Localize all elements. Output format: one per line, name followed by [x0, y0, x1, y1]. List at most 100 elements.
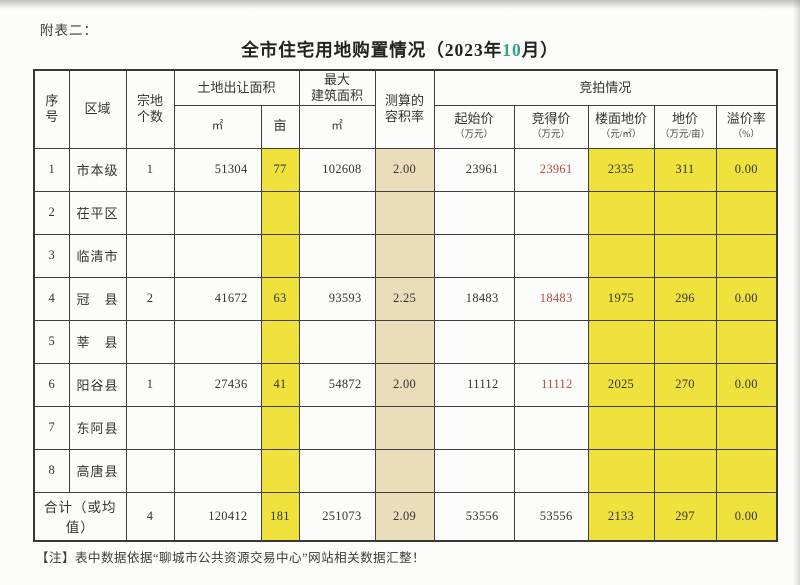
cell-floor-price: 1975: [587, 276, 655, 321]
cell-seq: 2: [33, 190, 70, 235]
cell-total-label: 合计（或均值）: [33, 491, 127, 542]
cell-building-area: [298, 319, 376, 364]
cell-parcel-count: [125, 448, 175, 493]
cell-win-price: 53556: [513, 491, 589, 542]
cell-area-sqm: 120412: [173, 491, 262, 542]
cell-premium-rate: [715, 233, 778, 278]
cell-floor-price: 2133: [587, 491, 655, 542]
cell-plot-ratio: 2.09: [374, 491, 435, 542]
title-prefix: 全市住宅用地购置情况（2023年: [241, 40, 503, 60]
cell-land-price: 270: [653, 362, 717, 407]
col-header-plot-ratio: 测算的 容积率: [374, 69, 435, 149]
cell-land-price: [653, 233, 717, 278]
cell-start-price: [433, 233, 515, 278]
cell-land-price: 311: [653, 147, 717, 192]
cell-region: 市本级: [68, 147, 127, 192]
table-row: 1 市本级 1 51304 77 102608 2.00 23961 23961 2335 311 0…: [33, 147, 778, 192]
cell-area-sqm: [173, 319, 262, 364]
cell-premium-rate: 0.00: [715, 491, 778, 542]
cell-floor-price: 2335: [587, 147, 655, 192]
cell-area-sqm: 41672: [173, 276, 262, 321]
cell-seq: 3: [33, 233, 70, 278]
cell-building-area: 251073: [298, 491, 376, 542]
cell-start-price: [433, 319, 515, 364]
cell-area-mu: 63: [260, 276, 300, 321]
cell-region: 冠 县: [68, 276, 127, 321]
cell-seq: 8: [33, 448, 70, 493]
cell-plot-ratio: [374, 448, 435, 493]
cell-start-price: 53556: [433, 491, 515, 542]
cell-start-price: [433, 448, 515, 493]
col-header-max-building-area: 最大 建筑面积: [298, 69, 376, 106]
cell-area-mu: [260, 448, 300, 493]
cell-area-mu: [260, 190, 300, 235]
col-header-win-price: 竞得价 （万元）: [513, 104, 589, 149]
cell-building-area: [298, 190, 376, 235]
cell-start-price: 18483: [433, 276, 515, 321]
cell-plot-ratio: [374, 405, 435, 450]
cell-area-mu: [260, 319, 300, 364]
title-month: 10: [502, 40, 522, 60]
cell-plot-ratio: [374, 319, 435, 364]
cell-building-area: [298, 233, 376, 278]
table-row: 2 茌平区: [33, 190, 778, 235]
cell-premium-rate: 0.00: [715, 147, 778, 192]
col-header-floor-price: 楼面地价 （元/㎡）: [587, 104, 655, 149]
cell-parcel-count: 4: [125, 491, 175, 542]
cell-region: 茌平区: [68, 190, 127, 235]
cell-win-price: 11112: [513, 362, 589, 407]
table-row: 7 东阿县: [33, 405, 778, 450]
cell-land-price: 296: [653, 276, 717, 321]
cell-plot-ratio: [374, 190, 435, 235]
cell-building-area: 102608: [298, 147, 376, 192]
cell-region: 阳谷县: [68, 362, 127, 407]
cell-region: 临清市: [68, 233, 127, 278]
scan-edge-artifact-top: [0, 0, 800, 9]
cell-win-price: 23961: [513, 147, 589, 192]
cell-parcel-count: [125, 233, 175, 278]
cell-region: 东阿县: [68, 405, 127, 450]
cell-land-price: [653, 405, 717, 450]
page-title: 全市住宅用地购置情况（2023年10月）: [0, 37, 800, 62]
footnote: 【注】表中数据依据“聊城市公共资源交易中心”网站相关数据汇整！: [36, 551, 426, 565]
cell-start-price: 11112: [433, 362, 515, 407]
cell-land-price: 297: [653, 491, 717, 542]
cell-parcel-count: 1: [125, 147, 175, 192]
table-row: 3 临清市: [33, 233, 778, 278]
cell-win-price: [513, 405, 589, 450]
cell-floor-price: [587, 405, 655, 450]
cell-premium-rate: [715, 190, 778, 235]
col-header-start-price: 起始价 （万元）: [433, 104, 515, 149]
cell-parcel-count: [125, 405, 175, 450]
col-header-sqm-building: ㎡: [298, 104, 376, 149]
cell-seq: 1: [33, 147, 70, 192]
land-purchase-table: 序 号 区域 宗地 个数 土地出让面积 最大 建筑面积 测算的 容积率 竞拍情况: [33, 69, 779, 542]
cell-plot-ratio: 2.25: [374, 276, 435, 321]
cell-floor-price: [587, 233, 655, 278]
cell-area-sqm: [173, 448, 262, 493]
col-header-seq: 序 号: [33, 69, 70, 149]
cell-start-price: [433, 405, 515, 450]
cell-win-price: [513, 190, 589, 235]
cell-floor-price: 2025: [587, 362, 655, 407]
cell-plot-ratio: [374, 233, 435, 278]
table-annotation: 附表二：: [40, 23, 98, 38]
cell-region: 莘 县: [68, 319, 127, 364]
col-header-land-price: 地价 （万元/亩）: [653, 104, 717, 149]
cell-region: 高唐县: [68, 448, 127, 493]
table-total-row: 合计（或均值） 4 120412 181 251073 2.09 53556 53556 213…: [33, 491, 778, 542]
cell-building-area: 54872: [298, 362, 376, 407]
cell-area-mu: 181: [260, 491, 300, 542]
cell-area-sqm: [173, 233, 262, 278]
cell-seq: 7: [33, 405, 70, 450]
cell-area-mu: [260, 233, 300, 278]
cell-parcel-count: [125, 190, 175, 235]
cell-land-price: [653, 448, 717, 493]
cell-premium-rate: [715, 448, 778, 493]
col-header-land-transfer-area: 土地出让面积: [173, 69, 300, 106]
cell-floor-price: [587, 319, 655, 364]
cell-seq: 4: [33, 276, 70, 321]
